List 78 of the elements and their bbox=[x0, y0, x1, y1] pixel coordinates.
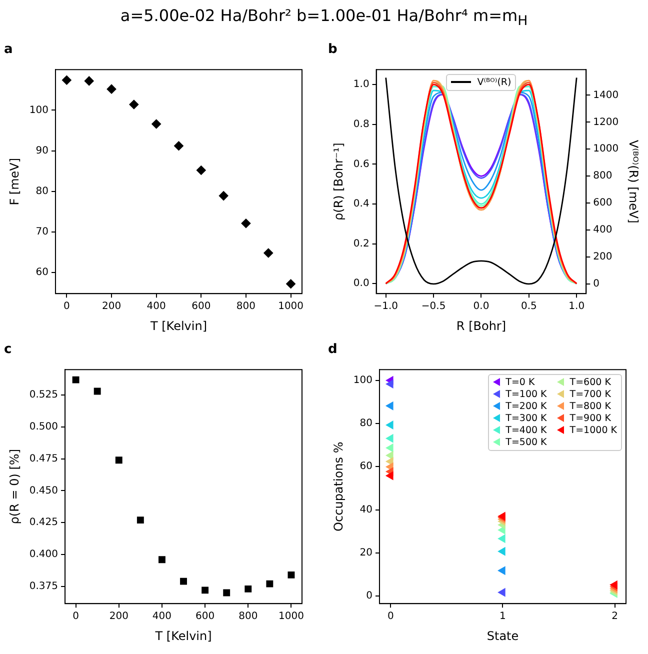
y2-tick-label: 0 bbox=[593, 278, 600, 290]
x-axis-title: T [Kelvin] bbox=[154, 628, 212, 643]
legend-label: T=700 K bbox=[570, 388, 611, 400]
x-tick-label: 600 bbox=[192, 301, 211, 312]
x-tick-label: 1 bbox=[500, 611, 506, 622]
y-axis-title: F [meV] bbox=[7, 158, 22, 206]
legend-label: V⁽ᴮᴼ⁾(R) bbox=[477, 76, 512, 88]
x-tick-label: −1.0 bbox=[374, 301, 398, 312]
y2-tick-label: 1400 bbox=[593, 90, 619, 101]
y2-tick-label: 1000 bbox=[593, 144, 619, 155]
y-tick-label: 0.475 bbox=[29, 453, 58, 464]
x-tick-label: 0.0 bbox=[473, 301, 490, 312]
y-tick-label: 60 bbox=[360, 461, 372, 472]
y-tick-label: 0.375 bbox=[29, 580, 58, 592]
y-tick-label: 20 bbox=[360, 548, 372, 559]
y2-tick-label: 400 bbox=[593, 224, 612, 236]
y-tick-label: 0.6 bbox=[353, 158, 370, 170]
x-axis-title: R [Bohr] bbox=[456, 318, 506, 333]
x-tick-label: 800 bbox=[238, 611, 258, 622]
y-tick-label: 90 bbox=[36, 145, 48, 156]
x-tick-label: 400 bbox=[152, 611, 172, 622]
y2-tick-label: 200 bbox=[593, 252, 612, 263]
y-tick-label: 0.400 bbox=[29, 549, 58, 560]
y-axis-title: Occupations % bbox=[331, 442, 346, 532]
y-tick-label: 0.0 bbox=[353, 278, 370, 290]
text: a=5.00e-02 Ha/Bohr² b=1.00e-01 Ha/Bohr⁴ m=m$_{H}$ bbox=[119, 6, 529, 30]
chart-title: a bbox=[4, 42, 13, 58]
x-tick-label: 0 bbox=[64, 301, 70, 312]
y-tick-label: 0.425 bbox=[29, 517, 58, 528]
legend-label: T=300 K bbox=[506, 412, 547, 424]
y-tick-label: 80 bbox=[36, 186, 48, 197]
legend-label: T=100 K bbox=[506, 388, 547, 400]
y-tick-label: 40 bbox=[360, 504, 372, 516]
y-axis-title: ρ(R = 0) [%] bbox=[7, 448, 22, 524]
y-tick-label: 0.8 bbox=[353, 118, 370, 130]
x-tick-label: 0.5 bbox=[520, 301, 537, 312]
x-tick-label: 800 bbox=[236, 301, 256, 312]
legend-label: T=400 K bbox=[506, 424, 547, 436]
x-axis-title: T [Kelvin] bbox=[149, 318, 208, 333]
x-tick-label: 1.0 bbox=[568, 301, 585, 312]
legend-label: T=900 K bbox=[570, 412, 611, 424]
x-tick-label: 400 bbox=[146, 301, 166, 312]
x-tick-label: 200 bbox=[109, 611, 128, 622]
chart-title: b bbox=[328, 42, 338, 58]
y-tick-label: 0.4 bbox=[353, 198, 370, 210]
legend-label: T=200 K bbox=[506, 400, 547, 412]
x-tick-label: 200 bbox=[102, 301, 122, 312]
y-tick-label: 0 bbox=[366, 590, 372, 602]
y-tick-label: 80 bbox=[360, 418, 372, 430]
chart-title: d bbox=[328, 342, 338, 358]
x-tick-label: −0.5 bbox=[421, 301, 446, 312]
y2-axis-title: V⁽ᴮᴼ⁾(R) [meV] bbox=[626, 140, 641, 224]
legend-label: T=600 K bbox=[570, 376, 611, 388]
y2-tick-label: 600 bbox=[593, 198, 612, 209]
legend-label: T=1000 K bbox=[570, 424, 617, 436]
y2-tick-label: 800 bbox=[593, 170, 612, 182]
y2-tick-label: 1200 bbox=[593, 116, 619, 128]
y-tick-label: 0.450 bbox=[29, 485, 58, 496]
x-tick-label: 600 bbox=[196, 611, 215, 622]
legend-label: T=0 K bbox=[506, 376, 535, 388]
legend-label: T=500 K bbox=[506, 436, 547, 448]
y-tick-label: 0.500 bbox=[29, 422, 58, 433]
y-tick-label: 100 bbox=[29, 104, 48, 116]
legend-label: T=800 K bbox=[570, 400, 611, 412]
y-tick-label: 1.0 bbox=[353, 79, 370, 90]
y-tick-label: 0.525 bbox=[29, 390, 58, 401]
x-tick-label: 0 bbox=[72, 611, 79, 622]
x-axis-title: State bbox=[486, 628, 519, 643]
x-tick-label: 1000 bbox=[278, 611, 304, 622]
x-tick-label: 2 bbox=[612, 611, 618, 622]
x-tick-label: 0 bbox=[388, 611, 394, 622]
y-tick-label: 100 bbox=[353, 374, 372, 386]
y-tick-label: 0.2 bbox=[353, 238, 370, 250]
x-tick-label: 1000 bbox=[278, 301, 304, 312]
y-axis-title: ρ(R) [Bohr⁻¹] bbox=[331, 142, 346, 220]
y-tick-label: 60 bbox=[36, 267, 48, 278]
y-tick-label: 70 bbox=[36, 226, 48, 238]
chart-title: c bbox=[4, 342, 12, 358]
